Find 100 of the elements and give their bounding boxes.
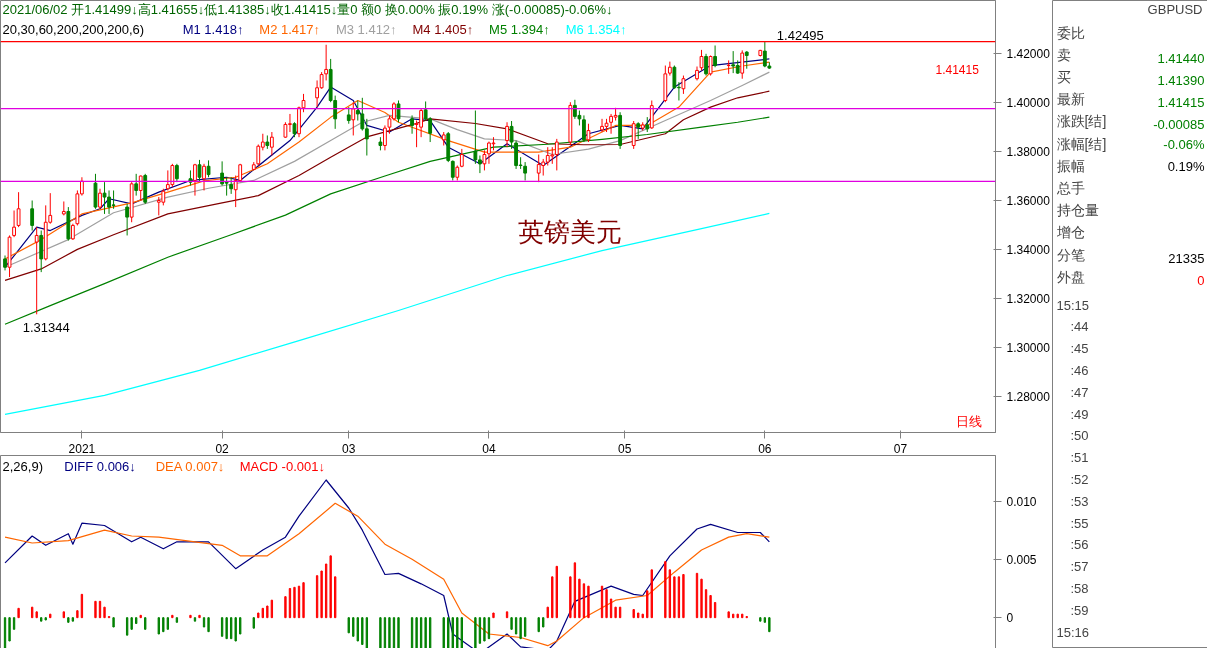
text: :53 — [1070, 493, 1089, 509]
text: -0.00085 — [1153, 117, 1205, 133]
candlestick — [34, 226, 39, 315]
category-label: 分笔 — [1056, 246, 1085, 263]
candlestick — [450, 159, 455, 181]
text: DIFF 0.006↓ — [64, 458, 136, 474]
text: 1.41415 — [1157, 95, 1205, 111]
line-series — [4, 90, 770, 282]
category-label: 卖 — [1056, 46, 1071, 63]
text: :51 — [1070, 450, 1089, 466]
candlestick — [16, 191, 21, 228]
y-tick-label: 0.010 — [1006, 494, 1037, 509]
candlestick — [762, 41, 767, 68]
candlestick — [554, 138, 559, 171]
y-tick-label: 1.40000 — [1006, 96, 1051, 111]
candlestick — [193, 163, 197, 197]
candlestick — [726, 59, 731, 75]
x-tick-label: 04 — [482, 441, 496, 456]
text: 15:16 — [1056, 624, 1090, 640]
text: DEA 0.007↓ — [155, 458, 225, 474]
y-tick-label: 1.36000 — [1006, 193, 1051, 208]
candlestick — [256, 144, 261, 167]
candlestick — [410, 114, 414, 135]
y-tick-label: 1.28000 — [1006, 389, 1051, 404]
annotation: 英镑美元 — [517, 216, 622, 247]
candlestick — [39, 230, 44, 273]
text: :45 — [1070, 341, 1089, 357]
category-label: 外盘 — [1056, 268, 1085, 285]
legend-title: 2,26,9) — [2, 458, 43, 474]
y-tick-label: 0 — [1006, 611, 1014, 626]
category-label: 涨跌[结] — [1056, 113, 1107, 130]
candlestick — [93, 173, 98, 210]
category-label: 持仓量 — [1056, 202, 1099, 219]
legend-title: 20,30,60,200,200,200,6) — [2, 21, 145, 37]
category-label: 买 — [1056, 68, 1071, 85]
category-label: 振幅 — [1056, 157, 1085, 174]
text: :47 — [1070, 384, 1089, 400]
text: M2 1.417↑ — [259, 21, 320, 37]
candlestick — [672, 65, 677, 90]
x-tick-label: 02 — [215, 441, 230, 456]
candlestick — [138, 175, 143, 201]
text: :57 — [1070, 559, 1089, 575]
text: M6 1.354↑ — [565, 21, 627, 37]
candlestick — [165, 169, 170, 191]
y-tick-label: 1.42000 — [1006, 47, 1051, 62]
candlestick — [197, 159, 202, 183]
candlestick — [111, 189, 116, 210]
line-series — [4, 212, 770, 416]
text: 1.41390 — [1157, 72, 1205, 88]
candlestick — [12, 210, 16, 238]
candlestick — [505, 121, 509, 148]
annotation: 日线 — [955, 413, 982, 429]
text: :56 — [1070, 537, 1089, 553]
candlestick — [102, 181, 107, 215]
candlestick — [536, 154, 541, 183]
x-tick-label: 2021 — [68, 441, 96, 456]
x-tick-label: 03 — [342, 441, 356, 456]
text: :44 — [1070, 319, 1089, 335]
text: GBPUSD — [1147, 1, 1203, 17]
category-label: 涨幅[结] — [1056, 135, 1107, 152]
candlestick — [713, 44, 717, 68]
text: :58 — [1070, 580, 1089, 596]
chart-title: 2021/06/02 开1.41499↓高1.41655↓低1.41385↓收1.41415↓量0 额0 换0.00% 振0.19% 涨(-0.00085)-0.06%↓ — [2, 1, 613, 17]
candlestick — [134, 173, 139, 197]
candlestick — [649, 99, 654, 130]
text: 21335 — [1168, 250, 1205, 266]
y-tick-label: 1.32000 — [1006, 291, 1051, 306]
text: :46 — [1070, 362, 1089, 378]
line-series — [4, 116, 770, 325]
text: :52 — [1070, 471, 1089, 487]
x-tick-label: 05 — [617, 441, 632, 456]
category-label: 委比 — [1056, 24, 1085, 41]
text: 0.19% — [1167, 158, 1205, 174]
candlestick — [220, 160, 225, 187]
candlestick — [586, 123, 591, 143]
candlestick — [704, 53, 708, 77]
y-tick-label: 1.30000 — [1006, 340, 1051, 355]
text: -0.06% — [1163, 136, 1205, 152]
text: M3 1.412↑ — [335, 21, 397, 37]
candlestick — [681, 75, 686, 95]
candlestick — [482, 149, 487, 171]
text: :55 — [1070, 515, 1089, 531]
y-tick-label: 1.34000 — [1006, 242, 1051, 257]
candlestick — [269, 131, 274, 156]
candlestick — [30, 199, 35, 232]
text: M1 1.418↑ — [182, 21, 244, 37]
y-tick-label: 1.38000 — [1006, 145, 1051, 160]
candlestick — [740, 49, 745, 80]
y-tick-label: 0.005 — [1006, 552, 1037, 567]
text: 1.41440 — [1157, 50, 1205, 66]
candlestick — [98, 188, 102, 210]
candlestick — [224, 176, 229, 197]
text: M4 1.405↑ — [412, 21, 474, 37]
candlestick — [572, 99, 577, 120]
text: :50 — [1070, 428, 1089, 444]
text: :59 — [1070, 602, 1089, 618]
text: MACD -0.001↓ — [239, 458, 325, 474]
category-label: 总手 — [1055, 179, 1085, 196]
x-tick-label: 07 — [893, 441, 908, 456]
annotation: 1.42495 — [776, 27, 824, 43]
